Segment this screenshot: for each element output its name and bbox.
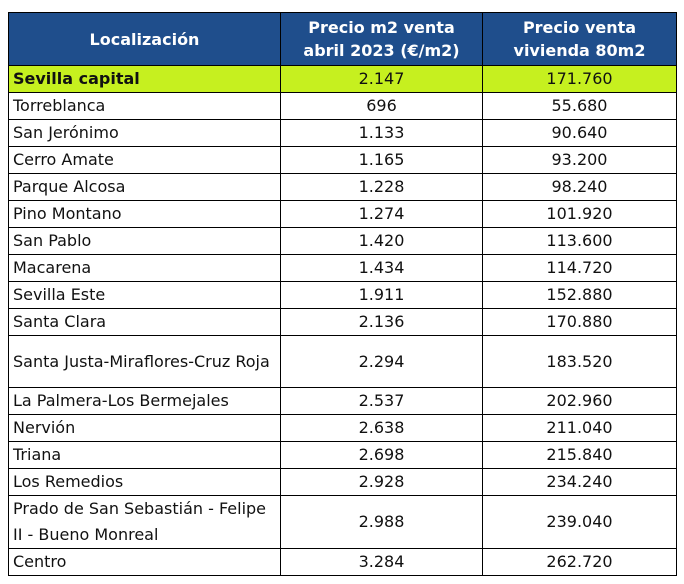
cell-price-home: 234.240 [482,468,677,496]
cell-location: Parque Alcosa [8,173,281,201]
table-row: La Palmera-Los Bermejales 2.537 202.960 [8,387,677,415]
table-row: Nervión 2.638 211.040 [8,414,677,442]
cell-price-m2: 2.147 [280,65,483,93]
cell-price-home: 262.720 [482,548,677,576]
cell-price-m2: 1.911 [280,281,483,309]
cell-location: San Pablo [8,227,281,255]
cell-price-home: 98.240 [482,173,677,201]
table-row-summary: Sevilla capital 2.147 171.760 [8,65,677,93]
cell-price-home: 211.040 [482,414,677,442]
table-row: Cerro Amate 1.165 93.200 [8,146,677,174]
cell-price-m2: 1.165 [280,146,483,174]
cell-price-m2: 2.698 [280,441,483,469]
cell-price-m2: 1.274 [280,200,483,228]
header-price-home: Precio venta vivienda 80m2 [482,12,677,66]
table-header: Localización Precio m2 venta abril 2023 … [8,12,677,66]
header-location: Localización [8,12,281,66]
cell-price-m2: 1.228 [280,173,483,201]
table-row: Torreblanca 696 55.680 [8,92,677,120]
cell-price-m2: 1.434 [280,254,483,282]
table-row: San Jerónimo 1.133 90.640 [8,119,677,147]
cell-location: Triana [8,441,281,469]
price-table: Localización Precio m2 venta abril 2023 … [8,12,677,576]
table-row: Parque Alcosa 1.228 98.240 [8,173,677,201]
cell-price-m2: 2.988 [280,495,483,549]
cell-location: Pino Montano [8,200,281,228]
cell-price-home: 152.880 [482,281,677,309]
cell-price-home: 90.640 [482,119,677,147]
cell-location: Cerro Amate [8,146,281,174]
cell-price-m2: 2.294 [280,335,483,388]
header-price-m2: Precio m2 venta abril 2023 (€/m2) [280,12,483,66]
cell-location: Los Remedios [8,468,281,496]
table-row: San Pablo 1.420 113.600 [8,227,677,255]
cell-price-home: 239.040 [482,495,677,549]
table-row: Santa Clara 2.136 170.880 [8,308,677,336]
cell-location: Sevilla Este [8,281,281,309]
cell-price-home: 202.960 [482,387,677,415]
cell-price-home: 55.680 [482,92,677,120]
table-row: Sevilla Este 1.911 152.880 [8,281,677,309]
cell-price-m2: 3.284 [280,548,483,576]
table-row: Prado de San Sebastián - Felipe II - Bue… [8,495,677,549]
cell-location: Torreblanca [8,92,281,120]
cell-price-home: 183.520 [482,335,677,388]
table-row: Triana 2.698 215.840 [8,441,677,469]
cell-location: Centro [8,548,281,576]
cell-price-m2: 2.537 [280,387,483,415]
cell-price-home: 215.840 [482,441,677,469]
table-row: Centro 3.284 262.720 [8,548,677,576]
table-row: Los Remedios 2.928 234.240 [8,468,677,496]
cell-price-home: 93.200 [482,146,677,174]
table-body: Sevilla capital 2.147 171.760 Torreblanca 69… [8,65,677,576]
cell-price-home: 170.880 [482,308,677,336]
cell-location: Sevilla capital [8,65,281,93]
cell-location: San Jerónimo [8,119,281,147]
table-row: Pino Montano 1.274 101.920 [8,200,677,228]
cell-price-home: 113.600 [482,227,677,255]
cell-price-m2: 696 [280,92,483,120]
cell-price-m2: 1.420 [280,227,483,255]
cell-location: Prado de San Sebastián - Felipe II - Bue… [8,495,281,549]
table-row: Santa Justa-Miraflores-Cruz Roja 2.294 183… [8,335,677,388]
price-table-container: Localización Precio m2 venta abril 2023 … [8,12,677,576]
cell-price-m2: 2.136 [280,308,483,336]
cell-price-m2: 2.928 [280,468,483,496]
cell-price-home: 114.720 [482,254,677,282]
cell-location: Macarena [8,254,281,282]
cell-price-m2: 2.638 [280,414,483,442]
header-row: Localización Precio m2 venta abril 2023 … [8,12,677,66]
cell-location: Nervión [8,414,281,442]
cell-location: La Palmera-Los Bermejales [8,387,281,415]
table-row: Macarena 1.434 114.720 [8,254,677,282]
cell-price-home: 171.760 [482,65,677,93]
cell-location: Santa Clara [8,308,281,336]
cell-price-m2: 1.133 [280,119,483,147]
cell-location: Santa Justa-Miraflores-Cruz Roja [8,335,281,388]
cell-price-home: 101.920 [482,200,677,228]
